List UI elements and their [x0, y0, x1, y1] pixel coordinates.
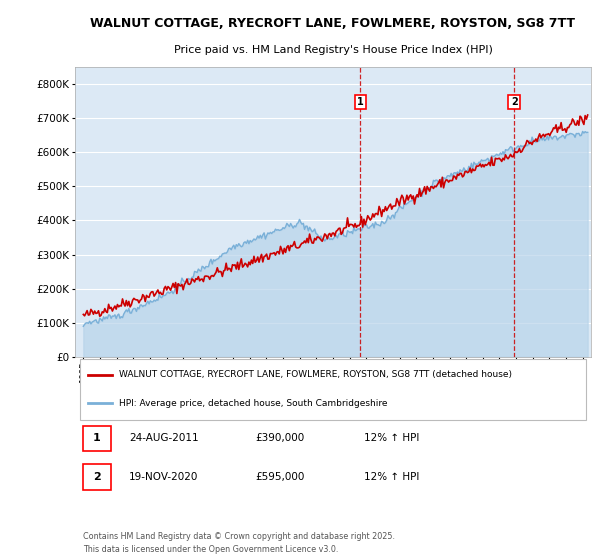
Text: 2: 2	[93, 472, 101, 482]
FancyBboxPatch shape	[80, 360, 586, 421]
Text: 12% ↑ HPI: 12% ↑ HPI	[364, 433, 419, 444]
Text: 2: 2	[511, 97, 518, 107]
Text: Price paid vs. HM Land Registry's House Price Index (HPI): Price paid vs. HM Land Registry's House …	[173, 45, 493, 55]
Text: WALNUT COTTAGE, RYECROFT LANE, FOWLMERE, ROYSTON, SG8 7TT: WALNUT COTTAGE, RYECROFT LANE, FOWLMERE,…	[91, 17, 575, 30]
Text: WALNUT COTTAGE, RYECROFT LANE, FOWLMERE, ROYSTON, SG8 7TT (detached house): WALNUT COTTAGE, RYECROFT LANE, FOWLMERE,…	[119, 370, 512, 379]
FancyBboxPatch shape	[83, 426, 111, 451]
Text: Contains HM Land Registry data © Crown copyright and database right 2025.
This d: Contains HM Land Registry data © Crown c…	[83, 533, 395, 554]
Text: £390,000: £390,000	[256, 433, 305, 444]
Text: HPI: Average price, detached house, South Cambridgeshire: HPI: Average price, detached house, Sout…	[119, 399, 388, 408]
FancyBboxPatch shape	[83, 464, 111, 490]
Text: £595,000: £595,000	[256, 472, 305, 482]
Text: 19-NOV-2020: 19-NOV-2020	[129, 472, 199, 482]
Text: 1: 1	[93, 433, 101, 444]
Text: 1: 1	[357, 97, 364, 107]
Text: 24-AUG-2011: 24-AUG-2011	[129, 433, 199, 444]
Text: 12% ↑ HPI: 12% ↑ HPI	[364, 472, 419, 482]
